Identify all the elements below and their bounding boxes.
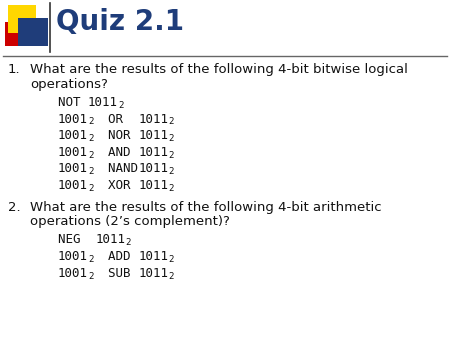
Text: 1001: 1001	[58, 113, 88, 125]
Text: SUB: SUB	[94, 267, 139, 280]
Text: XOR: XOR	[94, 179, 139, 192]
Text: NOT: NOT	[58, 96, 88, 109]
Text: What are the results of the following 4-bit arithmetic: What are the results of the following 4-…	[30, 200, 382, 214]
Text: 1011: 1011	[139, 129, 168, 142]
Text: 2: 2	[88, 272, 94, 281]
Text: 2: 2	[88, 184, 94, 193]
Text: Quiz 2.1: Quiz 2.1	[56, 8, 184, 36]
Text: 2: 2	[88, 151, 94, 160]
Text: 1001: 1001	[58, 146, 88, 159]
Text: 2: 2	[88, 118, 94, 126]
Text: 2: 2	[88, 167, 94, 176]
Text: What are the results of the following 4-bit bitwise logical: What are the results of the following 4-…	[30, 63, 408, 76]
Text: 1001: 1001	[58, 163, 88, 175]
Text: 1011: 1011	[95, 234, 126, 246]
Text: NAND: NAND	[94, 163, 139, 175]
Text: 2: 2	[168, 167, 174, 176]
Text: 1011: 1011	[88, 96, 118, 109]
Text: 2: 2	[118, 101, 123, 110]
Text: 2: 2	[168, 255, 174, 264]
Text: 2: 2	[126, 238, 131, 247]
Text: 1011: 1011	[139, 250, 168, 263]
Bar	[8, 5, 36, 33]
Text: 1011: 1011	[139, 146, 168, 159]
Text: 2: 2	[168, 272, 174, 281]
Text: 2: 2	[88, 255, 94, 264]
Text: OR: OR	[94, 113, 139, 125]
Text: 1011: 1011	[139, 113, 168, 125]
Text: 1.: 1.	[8, 63, 21, 76]
Text: 2: 2	[88, 134, 94, 143]
Text: 1001: 1001	[58, 250, 88, 263]
Text: operations?: operations?	[30, 78, 108, 91]
Text: 1011: 1011	[139, 179, 168, 192]
Text: 1001: 1001	[58, 179, 88, 192]
Bar	[5, 22, 31, 46]
Text: 2: 2	[168, 134, 174, 143]
Text: 2: 2	[168, 151, 174, 160]
Text: NEG: NEG	[58, 234, 95, 246]
Text: 2.: 2.	[8, 200, 21, 214]
Text: NOR: NOR	[94, 129, 139, 142]
Text: ADD: ADD	[94, 250, 139, 263]
Text: 1011: 1011	[139, 163, 168, 175]
Text: operations (2’s complement)?: operations (2’s complement)?	[30, 215, 230, 228]
Text: 1001: 1001	[58, 129, 88, 142]
Text: 1001: 1001	[58, 267, 88, 280]
Text: 2: 2	[168, 184, 174, 193]
Text: AND: AND	[94, 146, 139, 159]
Bar	[18, 18, 48, 46]
Text: 2: 2	[168, 118, 174, 126]
Text: 1011: 1011	[139, 267, 168, 280]
